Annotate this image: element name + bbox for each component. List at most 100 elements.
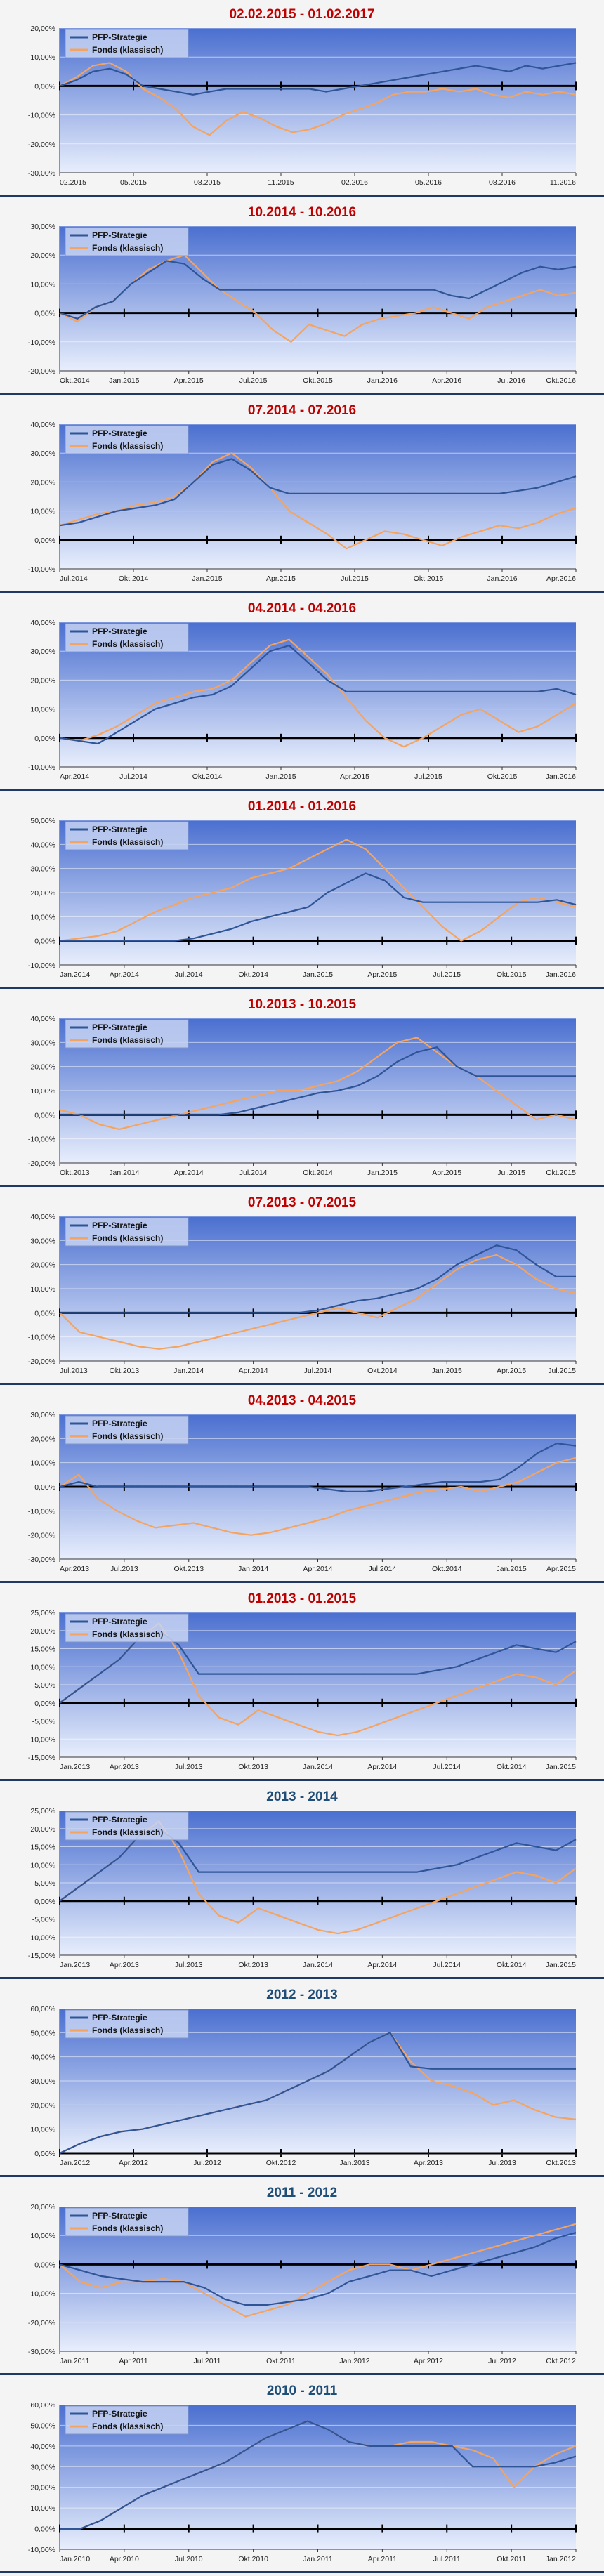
x-tick-label: Jul.2014: [369, 1565, 397, 1573]
y-tick-label: 5,00%: [34, 1681, 55, 1690]
x-tick-label: Jul.2012: [488, 2357, 516, 2365]
legend-box: [65, 2009, 189, 2039]
y-tick-label: 10,00%: [30, 1087, 55, 1096]
x-tick-label: Jul.2014: [119, 773, 147, 781]
chart-title: 2011 - 2012: [267, 2186, 337, 2200]
x-tick-label: Jul.2014: [60, 574, 88, 583]
legend: PFP-Strategie Fonds (klassisch): [65, 2207, 189, 2237]
legend-label-fund: Fonds (klassisch): [92, 639, 163, 649]
x-tick-label: Okt.2014: [303, 1169, 333, 1177]
x-tick-label: Jan.2013: [60, 1763, 90, 1771]
chart-svg: 2011 - 2012 20,00% 10,00% 0,00% -10,00% -20,0…: [28, 2186, 577, 2365]
y-tick-label: -10,00%: [28, 1507, 55, 1516]
x-tick-label: Jul.2015: [414, 773, 442, 781]
x-tick-label: Jan.2016: [367, 376, 398, 385]
y-tick-label: -5,00%: [32, 1718, 55, 1726]
y-tick-label: 30,00%: [30, 1411, 55, 1419]
x-tick-label: Apr.2014: [110, 971, 139, 979]
chart-panel: 2012 - 2013 60,00% 50,00% 40,00% 30,00% 20,00…: [0, 1980, 604, 2177]
y-tick-label: 0,00%: [34, 1898, 55, 1906]
legend-box: [65, 821, 189, 850]
legend-box: [65, 1217, 189, 1247]
x-tick-label: Okt.2014: [367, 1367, 398, 1375]
chart-svg: 10.2013 - 10.2015 40,00% 30,00% 20,00% 10,00…: [28, 997, 577, 1177]
y-tick-label: 40,00%: [30, 841, 55, 849]
x-tick-label: Okt.2015: [414, 574, 444, 583]
x-tick-label: Apr.2014: [239, 1367, 268, 1375]
x-tick-label: 02.2016: [341, 178, 368, 187]
x-tick-label: Apr.2015: [546, 1565, 576, 1573]
x-tick-label: Okt.2014: [432, 1565, 462, 1573]
x-tick-label: Jan.2014: [173, 1367, 204, 1375]
y-tick-label: 40,00%: [30, 619, 55, 627]
x-tick-label: Apr.2013: [110, 1961, 139, 1969]
x-tick-label: Jul.2013: [175, 1763, 203, 1771]
strategy-series-line: [60, 2420, 577, 2530]
legend-box: [65, 623, 189, 652]
strategy-series-line: [60, 1244, 576, 1314]
chart-title: 2013 - 2014: [266, 1789, 338, 1804]
y-tick-label: 10,00%: [30, 2126, 55, 2134]
legend-label-strategy: PFP-Strategie: [92, 428, 147, 438]
y-tick-label: 10,00%: [30, 2232, 55, 2240]
legend: PFP-Strategie Fonds (klassisch): [65, 1415, 189, 1445]
legend: PFP-Strategie Fonds (klassisch): [65, 1613, 189, 1643]
x-tick-label: Jan.2015: [192, 574, 222, 583]
y-tick-label: 10,00%: [30, 913, 55, 921]
y-tick-label: 30,00%: [30, 223, 55, 231]
x-tick-label: Jan.2012: [339, 2357, 369, 2365]
y-tick-label: 40,00%: [30, 1213, 55, 1221]
y-tick-label: 10,00%: [30, 706, 55, 714]
chart-svg: 2010 - 2011 60,00% 50,00% 40,00% 30,00% 20,00…: [28, 2384, 577, 2563]
fund-series-line: [59, 638, 577, 748]
y-tick-label: -10,00%: [28, 2290, 55, 2299]
y-tick-label: 0,00%: [34, 310, 55, 318]
y-tick-label: -20,00%: [28, 1532, 55, 1540]
y-tick-label: 0,00%: [34, 1483, 55, 1492]
legend: PFP-Strategie Fonds (klassisch): [65, 227, 189, 256]
fund-series-line: [59, 1254, 577, 1350]
x-tick-label: Jul.2013: [175, 1961, 203, 1969]
x-tick-label: Jan.2015: [367, 1169, 398, 1177]
x-tick-label: Jan.2014: [238, 1565, 268, 1573]
y-tick-label: -20,00%: [28, 140, 55, 149]
legend: PFP-Strategie Fonds (klassisch): [65, 2009, 189, 2039]
legend-label-fund: Fonds (klassisch): [92, 441, 163, 451]
strategy-series-line: [59, 260, 577, 320]
x-tick-label: Jan.2015: [265, 773, 296, 781]
x-tick-label: Apr.2010: [110, 2555, 139, 2563]
legend-box: [65, 1019, 189, 1049]
x-tick-label: Okt.2013: [60, 1169, 90, 1177]
x-tick-label: Okt.2014: [497, 1961, 527, 1969]
x-tick-label: Jul.2014: [304, 1367, 332, 1375]
chart-title: 2010 - 2011: [267, 2384, 338, 2398]
x-tick-label: Apr.2011: [368, 2555, 397, 2563]
chart-title: 04.2013 - 04.2015: [248, 1393, 357, 1408]
legend-label-strategy: PFP-Strategie: [92, 1221, 147, 1230]
chart-title: 2012 - 2013: [266, 1987, 337, 2002]
x-tick-label: Jan.2010: [60, 2555, 90, 2563]
y-tick-label: -20,00%: [28, 1159, 55, 1168]
y-tick-label: 10,00%: [30, 1663, 55, 1671]
legend-box: [65, 2405, 189, 2435]
chart-svg: 04.2014 - 04.2016 40,00% 30,00% 20,00% 10,00…: [28, 601, 577, 781]
legend: PFP-Strategie Fonds (klassisch): [65, 425, 189, 454]
x-tick-label: Jan.2016: [546, 773, 576, 781]
x-tick-label: Jan.2014: [109, 1169, 139, 1177]
y-tick-label: -10,00%: [28, 339, 55, 347]
x-tick-label: Jan.2016: [546, 971, 576, 979]
strategy-series-line: [60, 1046, 576, 1116]
legend-box: [65, 425, 189, 454]
x-tick-label: 11.2016: [550, 178, 576, 187]
chart-title: 07.2014 - 07.2016: [248, 403, 356, 418]
x-tick-label: Jul.2015: [239, 376, 268, 385]
y-tick-label: -10,00%: [28, 1136, 55, 1144]
chart-svg: 01.2014 - 01.2016 50,00% 40,00% 30,00% 20,00…: [28, 799, 577, 979]
y-tick-label: -10,00%: [28, 112, 55, 120]
y-tick-label: -30,00%: [28, 169, 55, 178]
y-tick-label: -10,00%: [28, 2546, 55, 2554]
x-tick-label: Jan.2012: [546, 2555, 576, 2563]
x-tick-label: Okt.2015: [487, 773, 518, 781]
x-tick-label: Apr.2013: [110, 1763, 139, 1771]
